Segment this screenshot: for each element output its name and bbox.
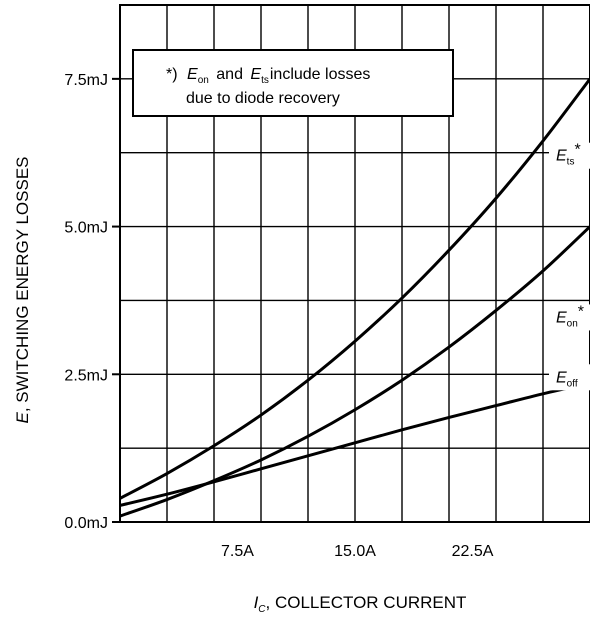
x-axis-title-rest: , COLLECTOR CURRENT bbox=[266, 593, 467, 612]
x-axis-title-var: I bbox=[254, 593, 259, 612]
y-axis-title-rest: , SWITCHING ENERGY LOSSES bbox=[13, 156, 32, 412]
series-label-off: Eoff bbox=[556, 369, 578, 389]
series-line-off bbox=[119, 381, 590, 507]
annotation-line-2: due to diode recovery bbox=[186, 90, 340, 107]
y-tick-label-1: 2.5mJ bbox=[64, 367, 108, 384]
annotation-and: and bbox=[216, 66, 243, 83]
annotation-box bbox=[132, 49, 454, 117]
series-label-on: Eon* bbox=[556, 303, 584, 329]
annotation: *) Eon and Etsinclude losses due to diod… bbox=[132, 49, 454, 117]
series-label-bg-ts bbox=[549, 142, 590, 169]
series-label-ts: Ets* bbox=[556, 142, 581, 168]
annotation-star: *) bbox=[166, 66, 178, 83]
x-tick-label-2: 22.5A bbox=[452, 543, 494, 560]
series-line-ts bbox=[119, 77, 590, 500]
series-label-bg-off bbox=[549, 364, 590, 391]
tick-labels: 0.0mJ 2.5mJ 5.0mJ 7.5mJ 7.5A 15.0A 22.5A bbox=[64, 72, 493, 560]
series-label-bg-on bbox=[549, 304, 590, 331]
annotation-e1-sub: on bbox=[198, 75, 209, 86]
annotation-e2-sub: ts bbox=[261, 75, 269, 86]
annotation-e1: E bbox=[187, 66, 198, 83]
y-tick-label-3: 7.5mJ bbox=[64, 72, 108, 89]
annotation-e2: E bbox=[250, 66, 261, 83]
x-tick-label-0: 7.5A bbox=[221, 543, 254, 560]
y-tick-label-2: 5.0mJ bbox=[64, 220, 108, 237]
plot-frame bbox=[119, 4, 590, 523]
y-axis-title-var: E bbox=[13, 412, 32, 424]
y-axis-title: E, SWITCHING ENERGY LOSSES bbox=[13, 156, 32, 423]
x-tick-label-1: 15.0A bbox=[334, 543, 376, 560]
series-labels: Ets* Eon* Eoff bbox=[549, 142, 590, 391]
y-tick-label-0: 0.0mJ bbox=[64, 515, 108, 532]
annotation-line1-rest: include losses bbox=[270, 66, 371, 83]
x-axis-title-sub: C bbox=[258, 604, 266, 615]
x-axis-title: IC, COLLECTOR CURRENT bbox=[254, 593, 467, 615]
series-curves bbox=[119, 77, 590, 518]
annotation-line-1: *) Eon and Etsinclude losses bbox=[166, 66, 370, 87]
